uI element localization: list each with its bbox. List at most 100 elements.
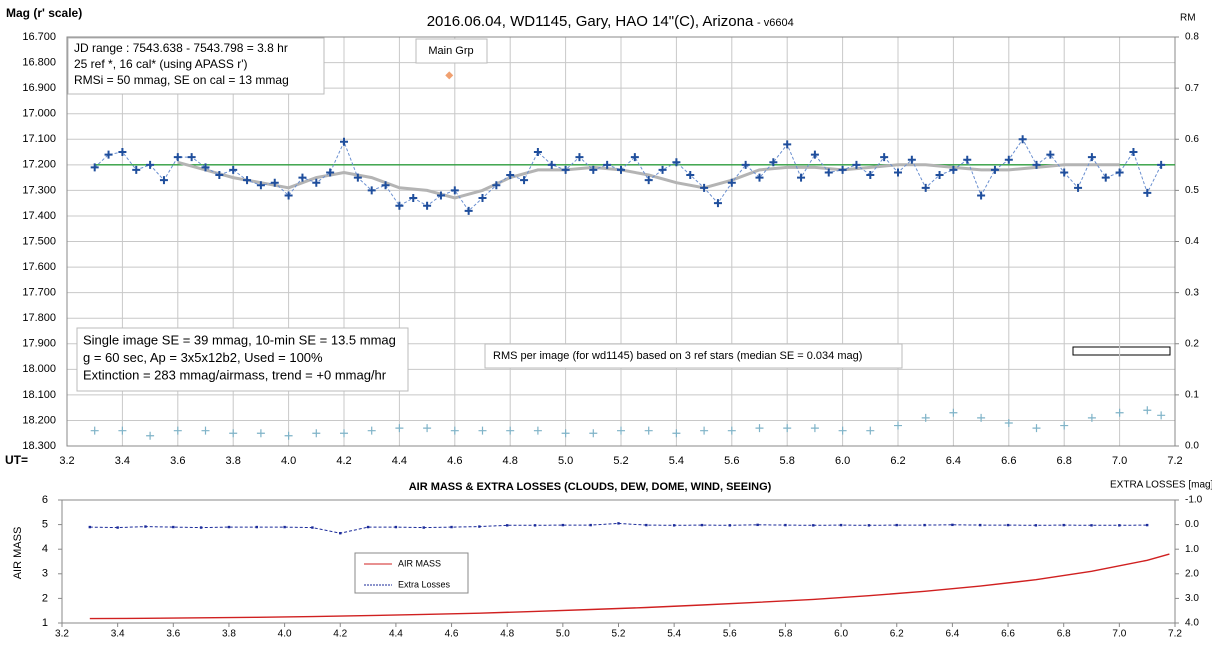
marker xyxy=(1032,160,1041,169)
marker xyxy=(173,153,182,162)
x-tick-label: 4.0 xyxy=(281,455,296,467)
marker xyxy=(423,424,432,433)
y2-tick-label: -1.0 xyxy=(1185,495,1203,506)
marker xyxy=(173,426,182,435)
y-tick-label: 2 xyxy=(42,592,48,604)
y-tick-label: 3 xyxy=(42,568,48,580)
y2-tick-label: 0.0 xyxy=(1185,519,1199,530)
x-tick-label: 3.2 xyxy=(59,455,74,467)
x-tick-label: 6.6 xyxy=(1001,629,1015,640)
y-axis-label: AIR MASS xyxy=(12,527,24,580)
marker xyxy=(478,525,481,528)
marker xyxy=(963,155,972,164)
y2-axis-label: EXTRA LOSSES [mag] xyxy=(1110,480,1212,491)
marker xyxy=(894,168,902,177)
x-tick-label: 3.4 xyxy=(111,629,125,640)
annotation-text: Extinction = 283 mmag/airmass, trend = +… xyxy=(83,367,387,382)
marker xyxy=(672,429,681,438)
y2-tick-label: 0.1 xyxy=(1185,390,1199,401)
marker xyxy=(340,137,348,146)
marker xyxy=(256,181,265,190)
label-box xyxy=(415,38,488,64)
marker xyxy=(311,526,314,529)
marker xyxy=(658,165,667,174)
marker xyxy=(1034,524,1038,527)
marker xyxy=(727,178,736,187)
y-tick-label: 17.900 xyxy=(22,338,56,350)
marker xyxy=(445,71,454,80)
x-tick-label: 3.2 xyxy=(55,629,69,640)
marker xyxy=(366,525,370,529)
marker xyxy=(409,194,418,203)
x-tick-label: 3.4 xyxy=(115,455,130,467)
y2-tick-label: 0.4 xyxy=(1185,236,1199,247)
marker xyxy=(229,429,238,438)
marker xyxy=(866,171,875,180)
x-tick-label: 5.0 xyxy=(556,629,570,640)
marker xyxy=(395,201,404,210)
marker xyxy=(229,165,238,174)
x-tick-label: 4.6 xyxy=(445,629,459,640)
marker xyxy=(1032,424,1041,433)
marker xyxy=(533,524,537,527)
marker xyxy=(227,525,231,529)
x-tick-label: 3.8 xyxy=(226,455,241,467)
marker xyxy=(644,426,653,435)
y2-tick-label: 1.0 xyxy=(1185,544,1199,555)
x-tick-label: 4.8 xyxy=(500,629,514,640)
marker xyxy=(645,523,648,527)
annotation-box xyxy=(76,327,409,392)
y-tick-label: 4 xyxy=(42,543,48,555)
marker xyxy=(492,181,501,190)
x-tick-label: 5.8 xyxy=(778,629,792,640)
y-tick-label: 17.200 xyxy=(22,159,56,171)
marker xyxy=(116,526,119,529)
x-tick-label: 4.4 xyxy=(392,455,407,467)
marker xyxy=(172,525,175,529)
marker xyxy=(990,165,999,174)
y2-tick-label: 0.0 xyxy=(1185,441,1199,452)
marker xyxy=(450,426,459,435)
marker xyxy=(921,413,930,422)
marker xyxy=(1006,523,1010,527)
x-tick-label: 4.0 xyxy=(278,629,292,640)
marker xyxy=(450,525,453,529)
marker xyxy=(1157,160,1166,169)
marker xyxy=(603,160,612,169)
x-tick-label: 4.6 xyxy=(447,455,462,467)
marker xyxy=(436,191,445,200)
marker xyxy=(561,523,565,527)
x-tick-label: 6.0 xyxy=(834,629,848,640)
x-tick-label: 7.0 xyxy=(1112,629,1126,640)
y2-axis-label: RM xyxy=(1180,13,1196,24)
annotation-text: 25 ref *, 16 cal* (using APASS r') xyxy=(74,57,247,71)
marker xyxy=(838,165,847,174)
marker xyxy=(381,181,390,190)
y2-tick-label: 0.6 xyxy=(1185,134,1199,145)
marker xyxy=(340,429,348,438)
marker xyxy=(270,178,279,187)
marker xyxy=(547,160,556,169)
x-tick-label: 5.6 xyxy=(723,629,737,640)
marker xyxy=(979,523,982,527)
marker xyxy=(367,426,376,435)
marker xyxy=(1115,408,1124,417)
x-tick-label: 6.8 xyxy=(1057,455,1072,467)
y2-tick-label: 3.0 xyxy=(1185,593,1199,604)
marker xyxy=(506,426,515,435)
marker xyxy=(852,160,861,169)
marker xyxy=(118,148,127,157)
y-tick-label: 1 xyxy=(42,617,48,629)
annotation-text: Single image SE = 39 mmag, 10-min SE = 1… xyxy=(83,332,396,347)
y2-tick-label: 2.0 xyxy=(1185,568,1199,579)
x-tick-label: 6.8 xyxy=(1057,629,1071,640)
x-tick-label: 7.2 xyxy=(1167,455,1182,467)
marker xyxy=(880,153,889,162)
y-tick-label: 17.100 xyxy=(22,133,56,145)
marker xyxy=(700,183,709,192)
marker xyxy=(921,183,930,192)
marker xyxy=(1074,183,1083,192)
marker xyxy=(949,408,958,417)
marker xyxy=(977,413,986,422)
